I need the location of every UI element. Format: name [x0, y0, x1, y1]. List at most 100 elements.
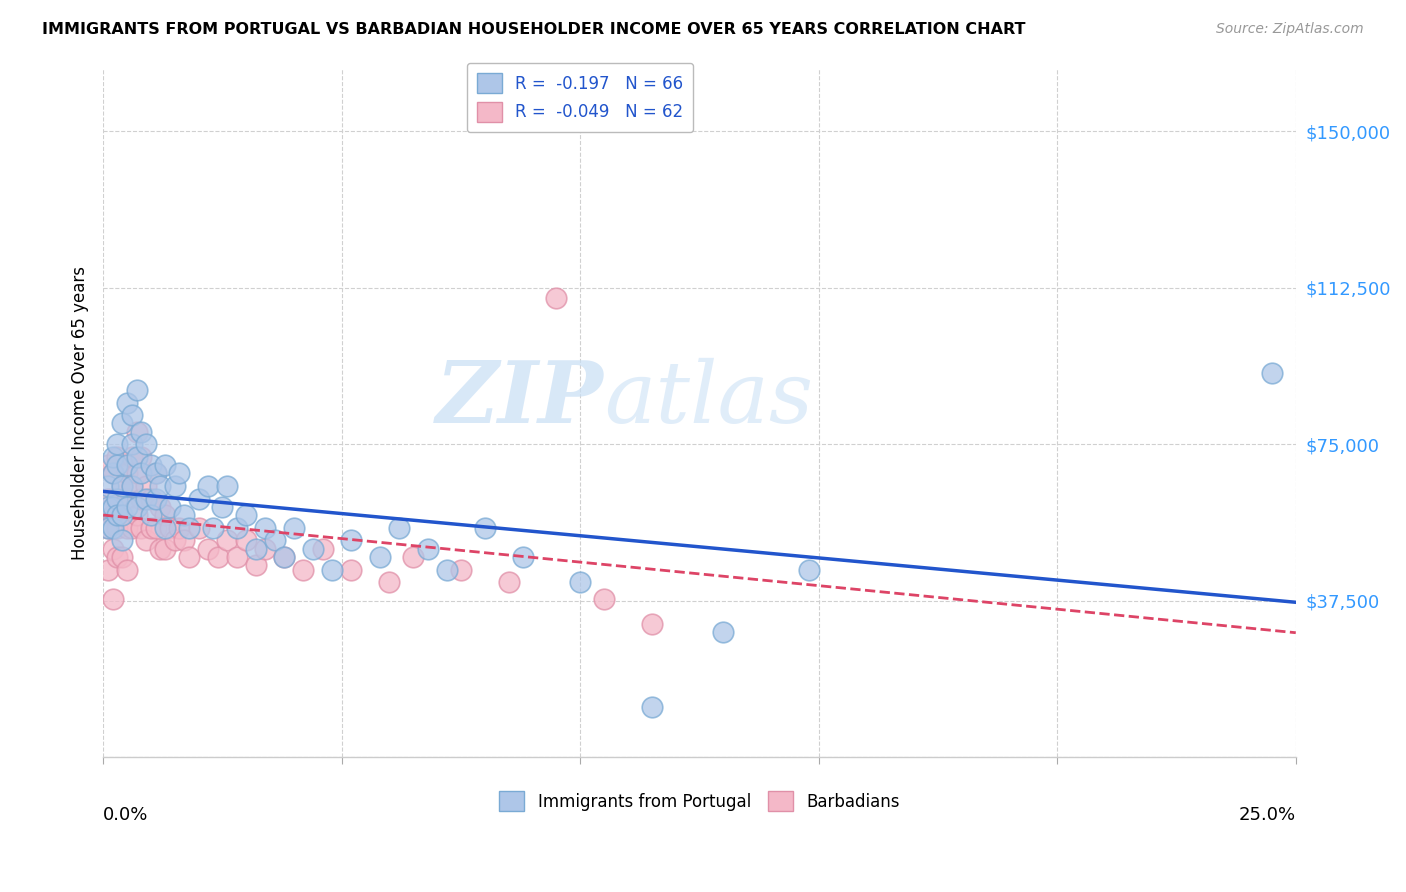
Point	[129, 491, 152, 506]
Point	[135, 479, 157, 493]
Point	[101, 500, 124, 514]
Point	[107, 491, 129, 506]
Point	[111, 508, 134, 523]
Point	[388, 521, 411, 535]
Point	[107, 549, 129, 564]
Y-axis label: Householder Income Over 65 years: Householder Income Over 65 years	[72, 266, 89, 560]
Point	[283, 521, 305, 535]
Point	[245, 558, 267, 573]
Point	[121, 521, 143, 535]
Point	[107, 508, 129, 523]
Point	[292, 562, 315, 576]
Point	[121, 450, 143, 464]
Text: Source: ZipAtlas.com: Source: ZipAtlas.com	[1216, 22, 1364, 37]
Point	[498, 575, 520, 590]
Point	[101, 508, 124, 523]
Point	[139, 521, 162, 535]
Point	[245, 541, 267, 556]
Point	[546, 291, 568, 305]
Point	[115, 395, 138, 409]
Point	[115, 562, 138, 576]
Point	[97, 500, 120, 514]
Point	[125, 383, 148, 397]
Point	[111, 533, 134, 548]
Point	[125, 467, 148, 481]
Point	[225, 521, 247, 535]
Point	[711, 625, 734, 640]
Point	[129, 521, 152, 535]
Point	[129, 450, 152, 464]
Point	[135, 437, 157, 451]
Text: IMMIGRANTS FROM PORTUGAL VS BARBADIAN HOUSEHOLDER INCOME OVER 65 YEARS CORRELATI: IMMIGRANTS FROM PORTUGAL VS BARBADIAN HO…	[42, 22, 1026, 37]
Point	[311, 541, 333, 556]
Point	[139, 491, 162, 506]
Point	[107, 491, 129, 506]
Point	[97, 491, 120, 506]
Point	[187, 521, 209, 535]
Point	[97, 562, 120, 576]
Point	[145, 467, 167, 481]
Point	[321, 562, 343, 576]
Point	[101, 467, 124, 481]
Point	[135, 533, 157, 548]
Point	[121, 408, 143, 422]
Point	[145, 491, 167, 506]
Point	[97, 521, 120, 535]
Point	[235, 508, 257, 523]
Text: 0.0%: 0.0%	[103, 805, 149, 823]
Point	[101, 541, 124, 556]
Point	[125, 450, 148, 464]
Point	[97, 521, 120, 535]
Point	[121, 437, 143, 451]
Point	[139, 508, 162, 523]
Point	[217, 533, 239, 548]
Point	[207, 549, 229, 564]
Point	[125, 500, 148, 514]
Point	[111, 417, 134, 431]
Point	[163, 479, 186, 493]
Point	[225, 549, 247, 564]
Point	[101, 467, 124, 481]
Point	[368, 549, 391, 564]
Point	[163, 533, 186, 548]
Point	[169, 521, 191, 535]
Point	[149, 541, 172, 556]
Point	[187, 491, 209, 506]
Point	[101, 521, 124, 535]
Text: ZIP: ZIP	[436, 358, 605, 441]
Point	[263, 533, 285, 548]
Point	[97, 458, 120, 472]
Point	[173, 508, 195, 523]
Point	[149, 500, 172, 514]
Point	[201, 521, 224, 535]
Point	[273, 549, 295, 564]
Point	[1261, 366, 1284, 380]
Point	[302, 541, 325, 556]
Point	[569, 575, 592, 590]
Text: atlas: atlas	[605, 358, 813, 441]
Point	[416, 541, 439, 556]
Point	[101, 591, 124, 606]
Point	[641, 616, 664, 631]
Point	[159, 521, 181, 535]
Point	[436, 562, 458, 576]
Point	[402, 549, 425, 564]
Point	[340, 562, 363, 576]
Point	[129, 467, 152, 481]
Point	[139, 458, 162, 472]
Point	[153, 521, 176, 535]
Point	[340, 533, 363, 548]
Point	[111, 549, 134, 564]
Point	[197, 541, 219, 556]
Point	[145, 467, 167, 481]
Point	[153, 541, 176, 556]
Point	[169, 467, 191, 481]
Point	[153, 458, 176, 472]
Point	[115, 500, 138, 514]
Point	[799, 562, 821, 576]
Point	[135, 491, 157, 506]
Point	[211, 500, 233, 514]
Point	[107, 450, 129, 464]
Point	[125, 425, 148, 439]
Point	[111, 508, 134, 523]
